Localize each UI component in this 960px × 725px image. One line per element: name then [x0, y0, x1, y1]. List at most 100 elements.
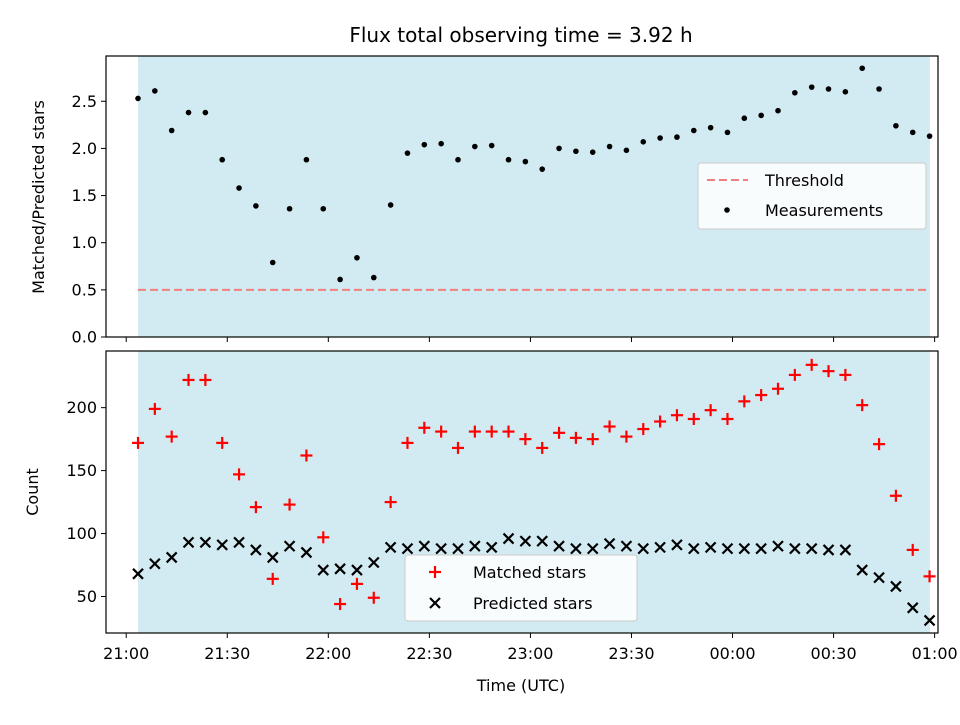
measurement-point: [202, 109, 209, 116]
matched-point: [300, 449, 313, 462]
measurement-point: [842, 89, 849, 95]
predicted-point: [570, 542, 582, 555]
matched-point: [334, 598, 347, 611]
ratio-y-tick-label: 1.5: [72, 186, 97, 205]
measurement-point: [707, 124, 714, 131]
predicted-point: [300, 546, 313, 559]
predicted-point: [435, 542, 447, 555]
ratio-y-axis-label: Matched/Predicted stars: [29, 100, 48, 294]
predicted-point: [772, 540, 784, 552]
matched-point: [620, 430, 633, 443]
ratio-plot-frame: [105, 55, 939, 338]
predicted-point: [266, 551, 279, 564]
measurements-legend-marker: [724, 207, 730, 213]
predicted-point: [182, 536, 195, 549]
measurement-point: [152, 88, 158, 94]
matched-point: [418, 421, 431, 434]
predicted-point: [738, 542, 751, 555]
matched-point: [367, 591, 380, 604]
predicted-point: [789, 542, 801, 555]
x-tick-label: 23:00: [507, 644, 553, 663]
count-legend-box: [404, 554, 638, 622]
measurements-legend-label: Measurements: [765, 201, 883, 220]
measurement-point: [168, 127, 175, 134]
matched-point: [586, 433, 599, 446]
predicted-legend-label: Predicted stars: [473, 594, 593, 613]
count-y-tick-label: 100: [66, 524, 97, 543]
predicted-point: [805, 542, 818, 555]
x-tick-label: 01:00: [912, 644, 958, 663]
matched-point: [132, 436, 144, 449]
predicted-point: [165, 551, 178, 564]
predicted-point: [721, 542, 734, 555]
x-tick-label: 22:30: [406, 644, 452, 663]
measurement-point: [623, 147, 630, 154]
matched-point: [721, 412, 734, 425]
ratio-legend-box: [697, 162, 927, 230]
matched-point: [755, 389, 768, 402]
matched-point: [889, 489, 902, 502]
matched-point: [569, 431, 582, 444]
matched-point: [670, 409, 683, 422]
measurement-point: [472, 143, 478, 150]
matched-point: [249, 501, 262, 514]
predicted-point: [906, 602, 919, 614]
predicted-legend-marker: [429, 597, 441, 609]
measurement-point: [909, 129, 916, 136]
predicted-point: [654, 541, 666, 554]
matched-point: [873, 438, 886, 451]
predicted-point: [603, 537, 616, 550]
x-tick-label: 00:00: [709, 644, 755, 663]
measurement-point: [219, 156, 226, 163]
measurement-point: [556, 145, 562, 152]
ratio-y-tick-label: 0.5: [72, 280, 97, 299]
measurement-point: [926, 133, 933, 139]
predicted-point: [923, 614, 936, 627]
predicted-point: [873, 571, 885, 584]
x-tick-label: 21:30: [204, 644, 250, 663]
predicted-point: [199, 536, 212, 549]
measurement-point: [808, 84, 815, 90]
measurement-point: [792, 89, 798, 96]
predicted-point: [704, 541, 717, 554]
x-tick-label: 23:30: [608, 644, 654, 663]
measurement-point: [488, 142, 495, 149]
count-y-tick-label: 50: [77, 587, 97, 606]
measurement-point: [876, 86, 882, 92]
count-panel: 50 100 150 200 21:00 21:30 22:00 22:30 23:00 23:…: [23, 350, 958, 695]
measurement-point: [741, 115, 748, 122]
measurement-point: [674, 134, 680, 140]
matched-point: [772, 382, 784, 395]
matched-point: [738, 395, 751, 408]
matched-legend-label: Matched stars: [473, 563, 586, 582]
measurement-point: [438, 140, 444, 147]
matched-point: [923, 570, 936, 583]
matched-point: [283, 498, 296, 511]
predicted-point: [149, 557, 161, 570]
predicted-point: [553, 540, 565, 552]
predicted-point: [317, 564, 330, 576]
matched-point: [233, 468, 246, 481]
x-tick-label: 22:00: [305, 644, 351, 663]
measurement-point: [505, 156, 512, 163]
matched-point: [182, 373, 195, 386]
predicted-point: [469, 540, 481, 552]
measurement-point: [185, 109, 192, 116]
matched-point: [788, 368, 801, 381]
count-y-tick-label: 200: [66, 398, 97, 417]
matched-point: [350, 577, 363, 590]
x-tick-label: 21:00: [103, 644, 149, 663]
predicted-point: [856, 564, 868, 576]
predicted-point: [351, 564, 363, 576]
measurement-point: [421, 141, 428, 148]
ratio-y-tick-label: 2.5: [72, 92, 97, 111]
matched-point: [603, 420, 616, 433]
predicted-point: [250, 544, 262, 556]
predicted-point: [418, 540, 431, 552]
measurement-point: [724, 129, 731, 136]
measurement-point: [775, 107, 781, 114]
predicted-point: [368, 556, 380, 569]
ratio-y-tick-label: 0.0: [72, 328, 97, 347]
measurement-point: [303, 156, 310, 163]
